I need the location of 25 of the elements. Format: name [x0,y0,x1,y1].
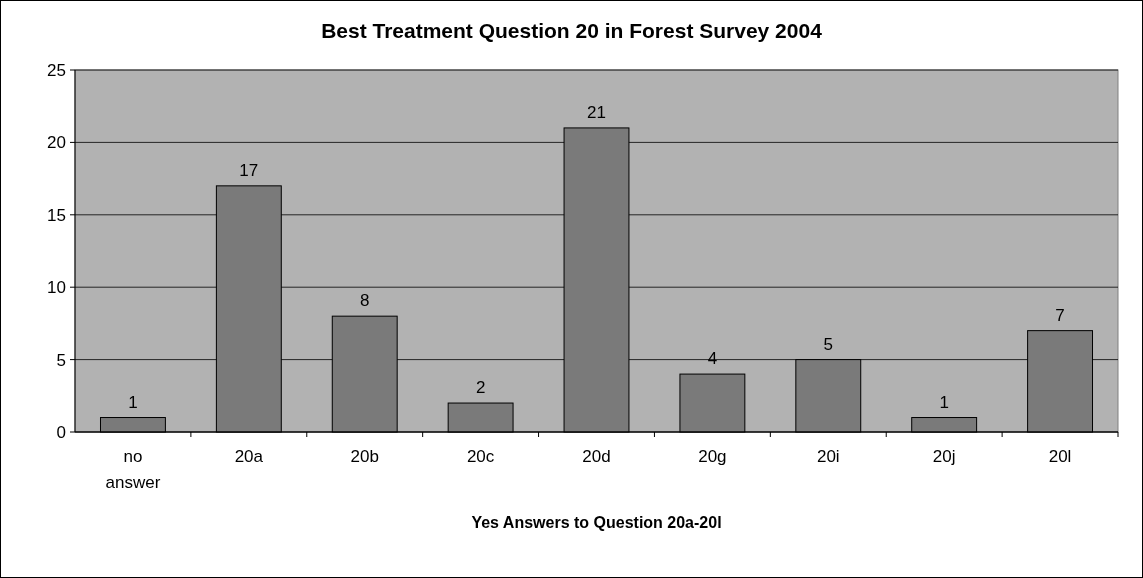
y-tick-label: 20 [47,133,66,153]
data-label: 21 [587,102,606,122]
x-tick-label: 20c [466,447,495,466]
x-tick-label: no answer [105,447,161,492]
x-tick-label: 20j [932,447,956,466]
data-label: 8 [359,291,370,311]
x-tick-label: 20a [234,447,264,466]
x-tick-label: 20g [698,447,727,466]
y-tick-label: 10 [47,278,66,298]
data-label: 1 [939,392,949,412]
x-tick-label: 20d [582,447,611,466]
y-tick-label: 0 [56,422,66,442]
data-label: 1 [128,392,138,412]
data-label: 2 [475,378,486,398]
data-label: 5 [823,334,834,354]
y-tick-label: 15 [47,205,66,225]
y-tick-label: 25 [47,60,66,80]
x-tick-label: 20b [350,447,379,466]
chart-title: Best Treatment Question 20 in Forest Survey 2004 [321,19,823,42]
x-tick-label: 20i [816,447,840,466]
data-label: 7 [1055,305,1065,325]
y-tick-label: 5 [56,350,66,370]
x-axis-title: Yes Answers to Question 20a-20l [471,514,722,531]
data-label: 17 [239,160,259,180]
x-tick-label: 20l [1048,447,1072,466]
